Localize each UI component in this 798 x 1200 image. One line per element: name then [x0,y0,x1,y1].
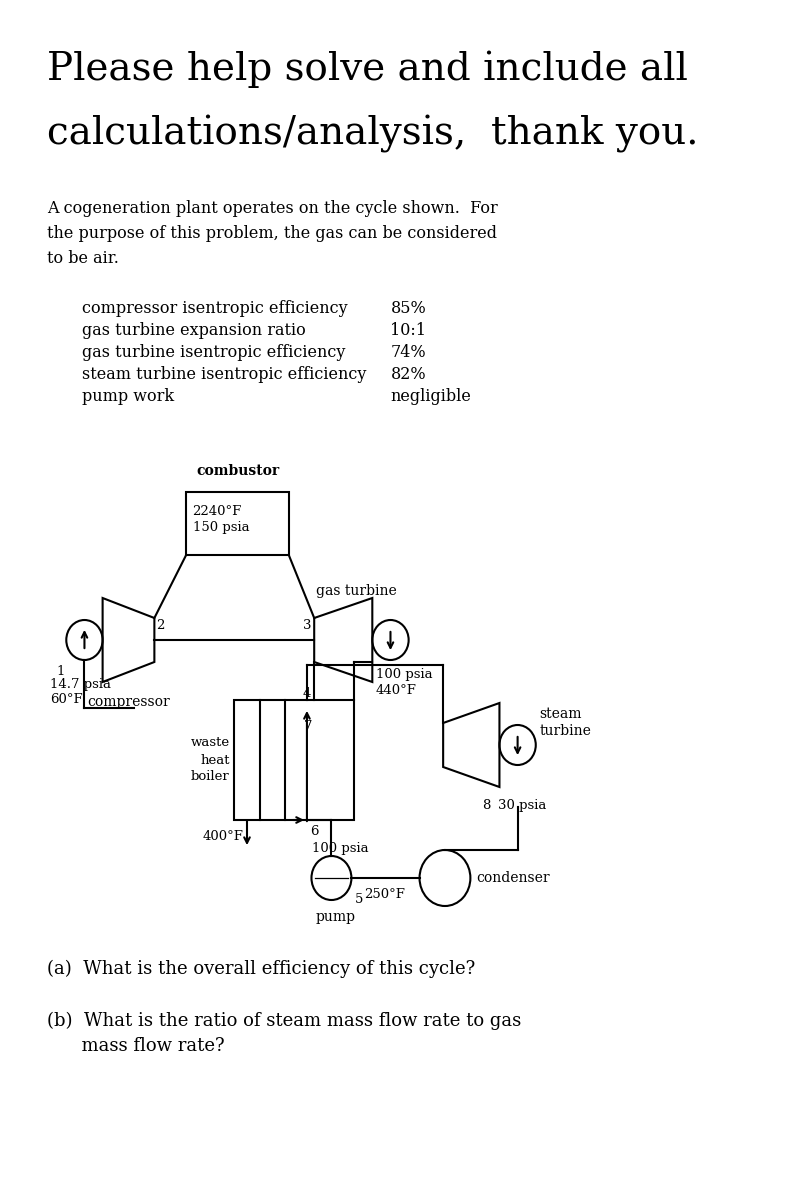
Text: compressor: compressor [88,695,170,709]
Text: 14.7 psia: 14.7 psia [50,678,111,691]
Text: (a)  What is the overall efficiency of this cycle?: (a) What is the overall efficiency of th… [47,960,476,978]
Text: negligible: negligible [390,388,472,404]
Text: (b)  What is the ratio of steam mass flow rate to gas
      mass flow rate?: (b) What is the ratio of steam mass flow… [47,1012,521,1055]
Text: 60°F: 60°F [50,692,82,706]
Text: 6: 6 [310,826,319,838]
Text: 74%: 74% [390,344,426,361]
Text: waste
heat
boiler: waste heat boiler [191,737,230,784]
Text: gas turbine isentropic efficiency: gas turbine isentropic efficiency [81,344,345,361]
Text: pump work: pump work [81,388,174,404]
Text: 2240°F: 2240°F [192,505,242,518]
Text: 250°F: 250°F [364,888,405,901]
Text: calculations/analysis,  thank you.: calculations/analysis, thank you. [47,115,699,152]
Text: steam
turbine: steam turbine [539,707,591,738]
Text: 7: 7 [304,720,313,733]
Text: gas turbine expansion ratio: gas turbine expansion ratio [81,322,306,338]
Text: A cogeneration plant operates on the cycle shown.  For
the purpose of this probl: A cogeneration plant operates on the cyc… [47,200,498,266]
Text: pump: pump [316,910,356,924]
Text: 82%: 82% [390,366,426,383]
Text: 2: 2 [156,619,164,632]
Text: 1: 1 [56,665,65,678]
Bar [186,492,289,554]
Text: 8: 8 [482,799,490,812]
Bar [235,700,354,820]
Text: 150 psia: 150 psia [192,521,249,534]
Text: compressor isentropic efficiency: compressor isentropic efficiency [81,300,347,317]
Text: gas turbine: gas turbine [316,584,397,598]
Text: 5: 5 [355,893,363,906]
Text: 400°F: 400°F [203,830,243,842]
Text: 440°F: 440°F [376,684,417,697]
Text: 4: 4 [302,686,310,700]
Text: steam turbine isentropic efficiency: steam turbine isentropic efficiency [81,366,366,383]
Text: 3: 3 [303,619,311,632]
Text: 85%: 85% [390,300,426,317]
Text: 100 psia: 100 psia [376,668,433,680]
Text: combustor: combustor [196,464,279,478]
Text: Please help solve and include all: Please help solve and include all [47,50,688,88]
Text: 30 psia: 30 psia [498,799,546,812]
Text: 100 psia: 100 psia [312,842,369,854]
Text: 10:1: 10:1 [390,322,426,338]
Text: condenser: condenser [476,871,550,886]
